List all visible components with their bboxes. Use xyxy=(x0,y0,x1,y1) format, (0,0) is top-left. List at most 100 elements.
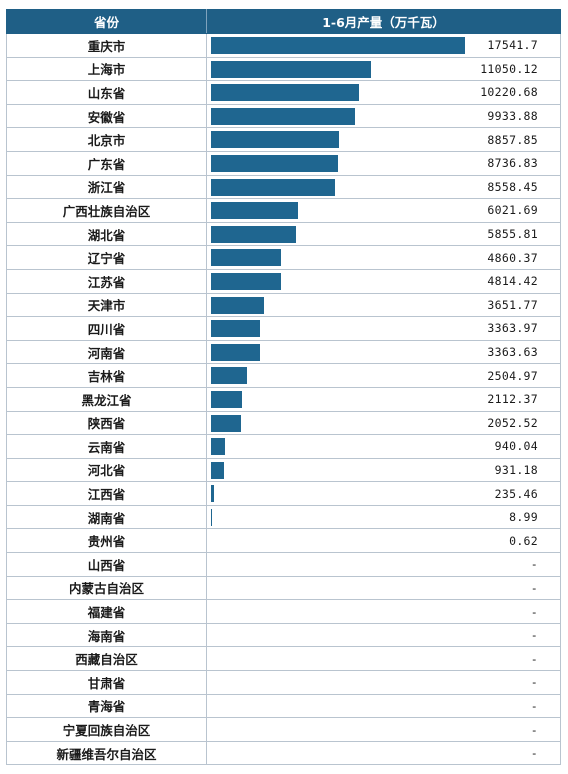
bar-cell: 2052.52 xyxy=(206,410,561,436)
table-row: 山西省 - xyxy=(6,552,561,577)
bar xyxy=(211,84,359,102)
province-label: 内蒙古自治区 xyxy=(6,575,207,601)
bar-cell: - xyxy=(206,575,561,601)
bar xyxy=(211,296,264,314)
bar-cell: - xyxy=(206,599,561,624)
value-label: 3363.97 xyxy=(487,321,538,336)
table-row: 广东省 8736.83 xyxy=(6,150,561,176)
province-label: 广东省 xyxy=(6,150,207,176)
table-body: 重庆市 17541.7 上海市 11050.12 山东省 10220.68 安徽省 9933.… xyxy=(6,33,561,766)
value-label: 8558.45 xyxy=(487,179,538,194)
value-label: 940.04 xyxy=(494,439,538,454)
table-row: 湖北省 5855.81 xyxy=(6,221,561,247)
bar xyxy=(211,343,260,361)
province-label: 浙江省 xyxy=(6,174,207,200)
value-label: 4814.42 xyxy=(487,274,538,289)
bar xyxy=(211,154,338,172)
bar xyxy=(211,485,215,503)
value-label: 2112.37 xyxy=(487,392,538,407)
bar-cell: 11050.12 xyxy=(206,56,561,82)
value-label: 8736.83 xyxy=(487,156,538,171)
bar-cell: - xyxy=(206,646,561,672)
table-row: 河北省 931.18 xyxy=(6,457,561,483)
bar-cell: 2112.37 xyxy=(206,386,561,412)
bar-cell: 6021.69 xyxy=(206,198,561,223)
province-label: 广西壮族自治区 xyxy=(6,198,207,223)
bar xyxy=(211,390,242,408)
value-label: - xyxy=(530,746,538,761)
table-row: 江苏省 4814.42 xyxy=(6,268,561,294)
table-row: 贵州省 0.62 xyxy=(6,528,561,554)
province-label: 福建省 xyxy=(6,599,207,624)
table-row: 上海市 11050.12 xyxy=(6,56,561,82)
bar-cell: 17541.7 xyxy=(206,33,561,58)
production-table: 省份 1-6月产量（万千瓦） 重庆市 17541.7 上海市 11050.12 山东省 1… xyxy=(6,9,561,766)
province-label: 湖南省 xyxy=(6,504,207,530)
table-row: 内蒙古自治区 - xyxy=(6,575,561,601)
value-label: 17541.7 xyxy=(487,38,538,53)
bar-cell: - xyxy=(206,670,561,695)
province-label: 辽宁省 xyxy=(6,245,207,270)
table-row: 江西省 235.46 xyxy=(6,481,561,506)
province-label: 上海市 xyxy=(6,56,207,82)
province-label: 安徽省 xyxy=(6,103,207,129)
value-label: 11050.12 xyxy=(480,61,538,76)
value-label: 5855.81 xyxy=(487,227,538,242)
value-label: 6021.69 xyxy=(487,203,538,218)
bar xyxy=(211,272,281,290)
table-row: 福建省 - xyxy=(6,599,561,624)
value-label: - xyxy=(530,628,538,643)
bar xyxy=(211,225,296,243)
table-row: 四川省 3363.97 xyxy=(6,316,561,341)
province-label: 天津市 xyxy=(6,292,207,318)
value-label: 235.46 xyxy=(494,486,538,501)
table-row: 青海省 - xyxy=(6,693,561,719)
table-row: 天津市 3651.77 xyxy=(6,292,561,318)
table-row: 陕西省 2052.52 xyxy=(6,410,561,436)
value-label: - xyxy=(530,698,538,713)
value-label: - xyxy=(530,722,538,737)
table-row: 吉林省 2504.97 xyxy=(6,363,561,388)
province-label: 河北省 xyxy=(6,457,207,483)
bar-cell: 3363.63 xyxy=(206,339,561,365)
bar-cell: 940.04 xyxy=(206,434,561,459)
value-label: - xyxy=(530,557,538,572)
value-label: - xyxy=(530,604,538,619)
table-row: 浙江省 8558.45 xyxy=(6,174,561,200)
table-row: 山东省 10220.68 xyxy=(6,80,561,105)
table-row: 重庆市 17541.7 xyxy=(6,33,561,58)
bar xyxy=(211,367,248,385)
bar-cell: 8.99 xyxy=(206,504,561,530)
bar xyxy=(211,249,282,267)
province-label: 山西省 xyxy=(6,552,207,577)
table-row: 湖南省 8.99 xyxy=(6,504,561,530)
bar xyxy=(211,438,225,456)
table-row: 广西壮族自治区 6021.69 xyxy=(6,198,561,223)
province-label: 四川省 xyxy=(6,316,207,341)
table-row: 黑龙江省 2112.37 xyxy=(6,386,561,412)
value-label: 0.62 xyxy=(509,533,538,548)
bar xyxy=(211,37,465,54)
bar-cell: 2504.97 xyxy=(206,363,561,388)
province-label: 北京市 xyxy=(6,127,207,152)
bar-cell: 8736.83 xyxy=(206,150,561,176)
province-label: 贵州省 xyxy=(6,528,207,554)
table-row: 海南省 - xyxy=(6,622,561,648)
value-label: 4860.37 xyxy=(487,250,538,265)
province-label: 新疆维吾尔自治区 xyxy=(6,740,207,766)
bar xyxy=(211,461,225,479)
province-label: 江西省 xyxy=(6,481,207,506)
table-row: 安徽省 9933.88 xyxy=(6,103,561,129)
header-row: 省份 1-6月产量（万千瓦） xyxy=(6,9,561,34)
table-row: 甘肃省 - xyxy=(6,670,561,695)
bar xyxy=(211,131,340,149)
bar-cell: 931.18 xyxy=(206,457,561,483)
province-label: 河南省 xyxy=(6,339,207,365)
table-row: 云南省 940.04 xyxy=(6,434,561,459)
province-label: 宁夏回族自治区 xyxy=(6,717,207,742)
value-label: - xyxy=(530,651,538,666)
bar-cell: 3651.77 xyxy=(206,292,561,318)
table-row: 河南省 3363.63 xyxy=(6,339,561,365)
value-column-header: 1-6月产量（万千瓦） xyxy=(206,9,561,34)
bar-cell: 8558.45 xyxy=(206,174,561,200)
